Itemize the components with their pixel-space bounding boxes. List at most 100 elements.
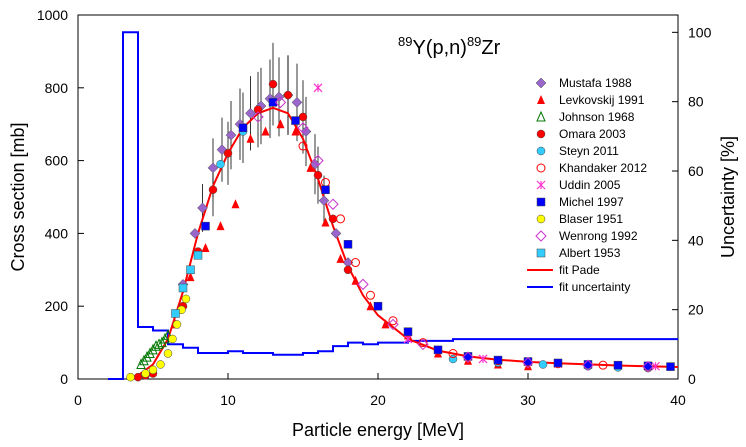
point-johnson-1968 [136, 358, 146, 369]
point-blaser-1951 [163, 349, 173, 358]
point-mustafa-1988 [197, 202, 208, 214]
y2-tick-label: 40 [688, 232, 704, 248]
legend-label-mustafa-1988: Mustafa 1988 [559, 76, 632, 90]
legend-label-omara-2003: Omara 2003 [559, 127, 626, 141]
chart-title: 89Y(p,n)89Zr [398, 34, 501, 59]
legend-label-uddin-2005: Uddin 2005 [559, 178, 621, 192]
point-omara-2003 [208, 185, 218, 194]
points-layer [126, 79, 675, 382]
point-levkovskij-1991 [321, 217, 330, 227]
point-mustafa-1988 [189, 228, 201, 239]
title-sup-1: 89 [398, 34, 412, 49]
y2-tick-label: 20 [688, 302, 704, 318]
point-levkovskij-1991 [351, 275, 360, 285]
point-albert-1953 [171, 309, 180, 318]
legend-swatch-omara-2003 [536, 129, 546, 139]
point-mustafa-1988 [318, 195, 330, 206]
point-albert-1953 [186, 265, 195, 275]
point-blaser-1951 [148, 365, 158, 375]
x-axis-title: Particle energy [MeV] [292, 420, 464, 440]
point-khandaker-2012 [351, 258, 360, 268]
point-michel-1997 [268, 98, 278, 107]
point-albert-1953 [178, 283, 188, 293]
point-johnson-1968 [145, 347, 155, 359]
legend-label-khandaker-2012: Khandaker 2012 [559, 161, 647, 175]
point-michel-1997 [238, 123, 248, 133]
title-main-1: Y(p,n) [412, 37, 466, 59]
legend-swatch-khandaker-2012 [536, 163, 546, 173]
point-wenrong-1992 [357, 278, 369, 291]
point-levkovskij-1991 [366, 301, 375, 311]
point-michel-1997 [291, 116, 300, 125]
point-johnson-1968 [154, 338, 164, 349]
legend-label-blaser-1951: Blaser 1951 [559, 212, 623, 226]
point-wenrong-1992 [252, 111, 264, 123]
y-tick-label: 600 [45, 153, 69, 169]
legend-swatch-uddin-2005 [536, 180, 546, 190]
point-wenrong-1992 [387, 318, 399, 331]
point-wenrong-1992 [522, 356, 534, 369]
point-wenrong-1992 [417, 338, 429, 351]
point-wenrong-1992 [642, 360, 654, 373]
y2-axis-title: Uncertainty [%] [718, 136, 738, 258]
legend-swatch-blaser-1951 [536, 214, 546, 224]
y-tick-label: 200 [45, 298, 69, 314]
point-michel-1997 [613, 360, 623, 370]
point-blaser-1951 [156, 360, 165, 369]
point-omara-2003 [283, 90, 293, 100]
y2-tick-label: 80 [688, 94, 704, 110]
point-michel-1997 [553, 358, 563, 368]
y-tick-label: 400 [45, 225, 69, 241]
point-mustafa-1988 [291, 97, 303, 108]
y2-tick-label: 60 [688, 163, 704, 179]
point-michel-1997 [343, 240, 353, 249]
point-blaser-1951 [141, 369, 150, 378]
point-wenrong-1992 [462, 351, 474, 363]
point-levkovskij-1991 [246, 133, 255, 143]
legend: Mustafa 1988 Levkovskij 1991 Johnson 1968 O… [527, 76, 647, 294]
point-michel-1997 [373, 301, 383, 311]
point-khandaker-2012 [448, 349, 458, 359]
point-levkovskij-1991 [186, 272, 195, 282]
point-levkovskij-1991 [201, 242, 210, 252]
point-levkovskij-1991 [306, 162, 315, 172]
point-khandaker-2012 [388, 316, 398, 326]
point-blaser-1951 [126, 372, 135, 382]
point-michel-1997 [493, 355, 503, 365]
point-michel-1997 [201, 221, 210, 231]
legend-swatch-wenrong-1992 [535, 230, 547, 242]
point-levkovskij-1991 [381, 319, 390, 329]
point-albert-1953 [193, 250, 203, 260]
plot-area [77, 14, 679, 380]
point-levkovskij-1991 [216, 221, 225, 231]
point-michel-1997 [321, 185, 330, 194]
point-levkovskij-1991 [261, 126, 270, 136]
point-omara-2003 [223, 149, 233, 158]
point-omara-2003 [343, 265, 353, 275]
title-main-2: Zr [481, 37, 500, 59]
legend-swatch-albert-1953 [536, 248, 546, 258]
x-tick-label: 30 [520, 392, 536, 408]
legend-swatch-steyn-2011 [536, 146, 546, 156]
x-tick-label: 10 [220, 392, 236, 408]
y-axis-title: Cross section [mb] [8, 122, 28, 271]
point-wenrong-1992 [297, 122, 309, 134]
point-levkovskij-1991 [276, 119, 285, 129]
point-omara-2003 [253, 105, 263, 114]
y-tick-label: 1000 [37, 7, 68, 23]
point-mustafa-1988 [300, 126, 312, 137]
point-wenrong-1992 [327, 198, 339, 210]
point-michel-1997 [666, 362, 675, 371]
point-johnson-1968 [139, 354, 149, 366]
title-sup-2: 89 [467, 34, 481, 49]
point-mustafa-1988 [225, 129, 237, 141]
y-tick-label: 0 [60, 371, 68, 387]
y2-tick-label: 100 [688, 24, 712, 40]
point-levkovskij-1991 [231, 199, 240, 209]
point-blaser-1951 [172, 320, 182, 329]
point-blaser-1951 [168, 334, 177, 344]
point-wenrong-1992 [274, 96, 287, 109]
point-omara-2003 [298, 112, 308, 122]
